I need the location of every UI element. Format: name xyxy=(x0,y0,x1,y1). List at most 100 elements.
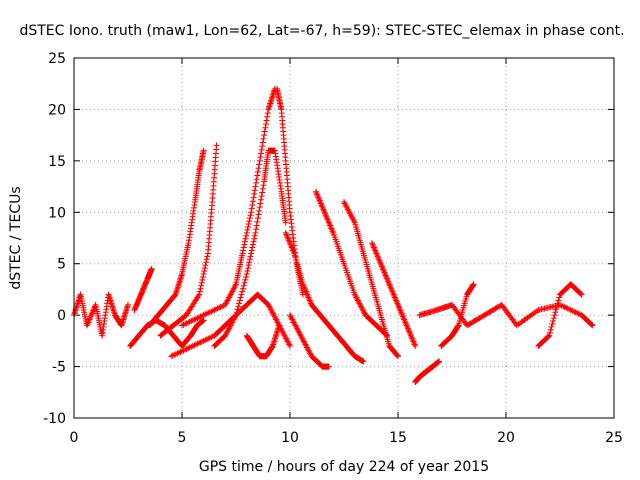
x-tick-label: 0 xyxy=(70,430,79,446)
data-point xyxy=(320,207,327,214)
data-point xyxy=(259,139,266,146)
data-point xyxy=(287,240,293,247)
y-axis-label: dSTEC / TECUs xyxy=(8,186,24,289)
chart-title: dSTEC Iono. truth (maw1, Lon=62, Lat=-67… xyxy=(19,23,624,39)
y-tick-label: 0 xyxy=(57,308,66,324)
data-point xyxy=(399,312,406,319)
data-point xyxy=(549,320,556,327)
data-point xyxy=(323,213,330,220)
data-point xyxy=(399,313,406,320)
data-point xyxy=(241,241,248,248)
data-point xyxy=(258,146,265,153)
data-point xyxy=(304,293,311,300)
data-point xyxy=(253,226,260,233)
data-point xyxy=(243,273,250,280)
data-point xyxy=(555,297,562,304)
data-point xyxy=(384,276,391,283)
data-point xyxy=(251,235,258,242)
data-point xyxy=(200,147,207,154)
data-point xyxy=(125,301,131,308)
data-point xyxy=(436,358,443,365)
data-point xyxy=(317,200,324,207)
data-point xyxy=(253,176,260,183)
plot-frame xyxy=(73,57,615,419)
data-point xyxy=(395,303,402,310)
data-point xyxy=(382,272,389,279)
data-point xyxy=(286,238,293,245)
data-point xyxy=(258,193,265,200)
data-point xyxy=(380,266,387,273)
data-point xyxy=(235,303,242,310)
data-point xyxy=(246,259,253,266)
data-point xyxy=(246,218,253,225)
data-point xyxy=(328,226,335,233)
data-point xyxy=(377,260,384,267)
data-point xyxy=(301,284,308,291)
data-point xyxy=(550,318,557,325)
data-point xyxy=(327,222,334,229)
data-point xyxy=(374,253,381,260)
data-point xyxy=(395,353,401,360)
data-point xyxy=(409,335,416,342)
axis-ticks: 0 5 10 15 20 25 -10 -5 0 5 10 15 20 25 xyxy=(43,51,623,446)
data-point xyxy=(404,323,411,330)
data-point xyxy=(303,288,310,295)
data-point xyxy=(285,237,292,244)
data-point xyxy=(290,247,297,254)
data-point xyxy=(198,279,205,286)
data-point xyxy=(282,229,289,236)
data-point xyxy=(251,232,258,239)
y-tick-label: 5 xyxy=(57,257,66,273)
data-point xyxy=(373,250,380,257)
data-point xyxy=(380,268,387,275)
data-point xyxy=(403,322,410,329)
data-point xyxy=(283,231,290,238)
data-point xyxy=(398,310,405,317)
data-point xyxy=(233,309,240,316)
data-point xyxy=(262,121,269,128)
data-point xyxy=(254,172,261,179)
data-point xyxy=(392,295,399,302)
data-point xyxy=(377,259,384,266)
data-point xyxy=(396,306,403,313)
data-point xyxy=(246,215,253,222)
data-point xyxy=(546,329,553,336)
data-point xyxy=(88,312,95,319)
data-point xyxy=(386,281,393,288)
data-point xyxy=(372,247,379,254)
data-point xyxy=(253,179,260,186)
data-point xyxy=(88,310,95,317)
data-point xyxy=(255,165,262,172)
data-point xyxy=(401,316,408,323)
data-point xyxy=(314,191,321,198)
data-point xyxy=(554,300,561,307)
data-point xyxy=(201,268,208,275)
data-point xyxy=(317,199,324,205)
data-point xyxy=(245,262,252,269)
data-point xyxy=(244,226,251,233)
data-point xyxy=(248,247,255,254)
data-point xyxy=(245,223,252,230)
data-point xyxy=(550,315,557,322)
data-point xyxy=(256,207,263,214)
data-point xyxy=(200,271,207,277)
data-point xyxy=(375,256,382,263)
data-point xyxy=(376,257,383,264)
data-point xyxy=(301,285,308,292)
data-point xyxy=(250,238,257,245)
y-tick-label: 25 xyxy=(48,51,66,67)
data-point xyxy=(383,275,390,282)
data-point xyxy=(289,246,296,253)
data-point xyxy=(253,222,260,229)
data-point xyxy=(239,250,246,257)
x-tick-label: 20 xyxy=(497,430,515,446)
data-point xyxy=(548,323,555,330)
data-point xyxy=(148,265,155,272)
data-point xyxy=(393,351,400,358)
data-point xyxy=(378,262,385,269)
data-point xyxy=(316,196,323,203)
data-point xyxy=(313,190,320,197)
data-point xyxy=(389,288,396,295)
data-point xyxy=(249,201,256,208)
y-tick-label: -10 xyxy=(43,411,66,427)
